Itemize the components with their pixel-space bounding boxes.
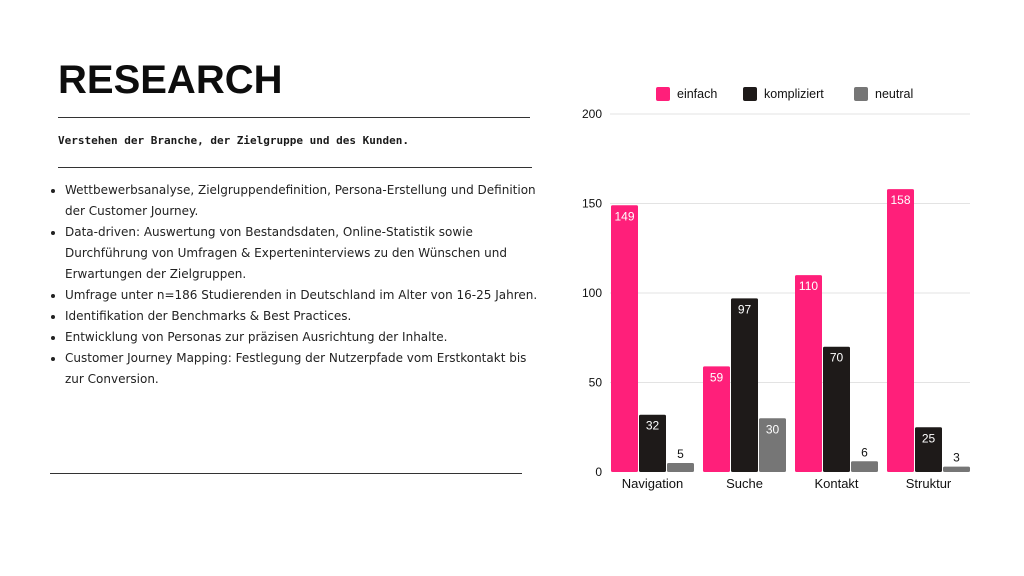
data-label: 5 <box>677 447 684 461</box>
bullet-item: Customer Journey Mapping: Festlegung der… <box>65 348 545 390</box>
data-label: 158 <box>890 193 910 207</box>
title-divider <box>58 117 530 118</box>
bar <box>731 298 758 472</box>
bar <box>703 366 730 472</box>
data-label: 32 <box>646 419 660 433</box>
subtitle-divider <box>58 167 532 168</box>
page-subtitle: Verstehen der Branche, der Zielgruppe un… <box>58 134 409 147</box>
legend-entry: einfach <box>677 87 717 101</box>
data-label: 97 <box>738 302 752 316</box>
bullet-list: Wettbewerbsanalyse, Zielgruppendefinitio… <box>46 180 545 390</box>
legend-swatch <box>743 87 757 101</box>
bullet-item: Data-driven: Auswertung von Bestandsdate… <box>65 222 545 285</box>
legend-swatch <box>854 87 868 101</box>
y-tick-label: 0 <box>595 465 602 479</box>
x-category-label: Kontakt <box>814 476 858 491</box>
legend-entry: neutral <box>875 87 913 101</box>
bullet-item: Wettbewerbsanalyse, Zielgruppendefinitio… <box>65 180 545 222</box>
bar <box>639 414 666 472</box>
data-label: 70 <box>830 351 844 365</box>
y-tick-label: 150 <box>582 197 602 211</box>
data-label: 59 <box>710 370 724 384</box>
bar <box>611 205 638 473</box>
bar <box>887 189 914 472</box>
data-label: 25 <box>922 431 936 445</box>
data-label: 149 <box>614 209 634 223</box>
x-category-label: Struktur <box>906 476 952 491</box>
bar <box>667 463 694 472</box>
legend-entry: kompliziert <box>764 87 824 101</box>
data-label: 6 <box>861 445 868 459</box>
bar <box>795 275 822 472</box>
bullet-item: Entwicklung von Personas zur präzisen Au… <box>65 327 545 348</box>
data-label: 30 <box>766 422 780 436</box>
bullet-item: Umfrage unter n=186 Studierenden in Deut… <box>65 285 545 306</box>
bar <box>943 466 970 472</box>
x-category-label: Navigation <box>622 476 683 491</box>
bar <box>851 461 878 472</box>
bottom-divider <box>50 473 522 474</box>
legend-swatch <box>656 87 670 101</box>
bar <box>759 418 786 472</box>
bar <box>823 346 850 472</box>
y-tick-label: 50 <box>589 376 603 390</box>
data-label: 3 <box>953 451 960 465</box>
bullet-item: Identifikation der Benchmarks & Best Pra… <box>65 306 545 327</box>
x-category-label: Suche <box>726 476 763 491</box>
data-label: 110 <box>799 279 818 293</box>
y-tick-label: 200 <box>582 107 602 121</box>
page-title: RESEARCH <box>58 58 283 102</box>
bar <box>915 427 942 472</box>
y-tick-label: 100 <box>582 286 602 300</box>
